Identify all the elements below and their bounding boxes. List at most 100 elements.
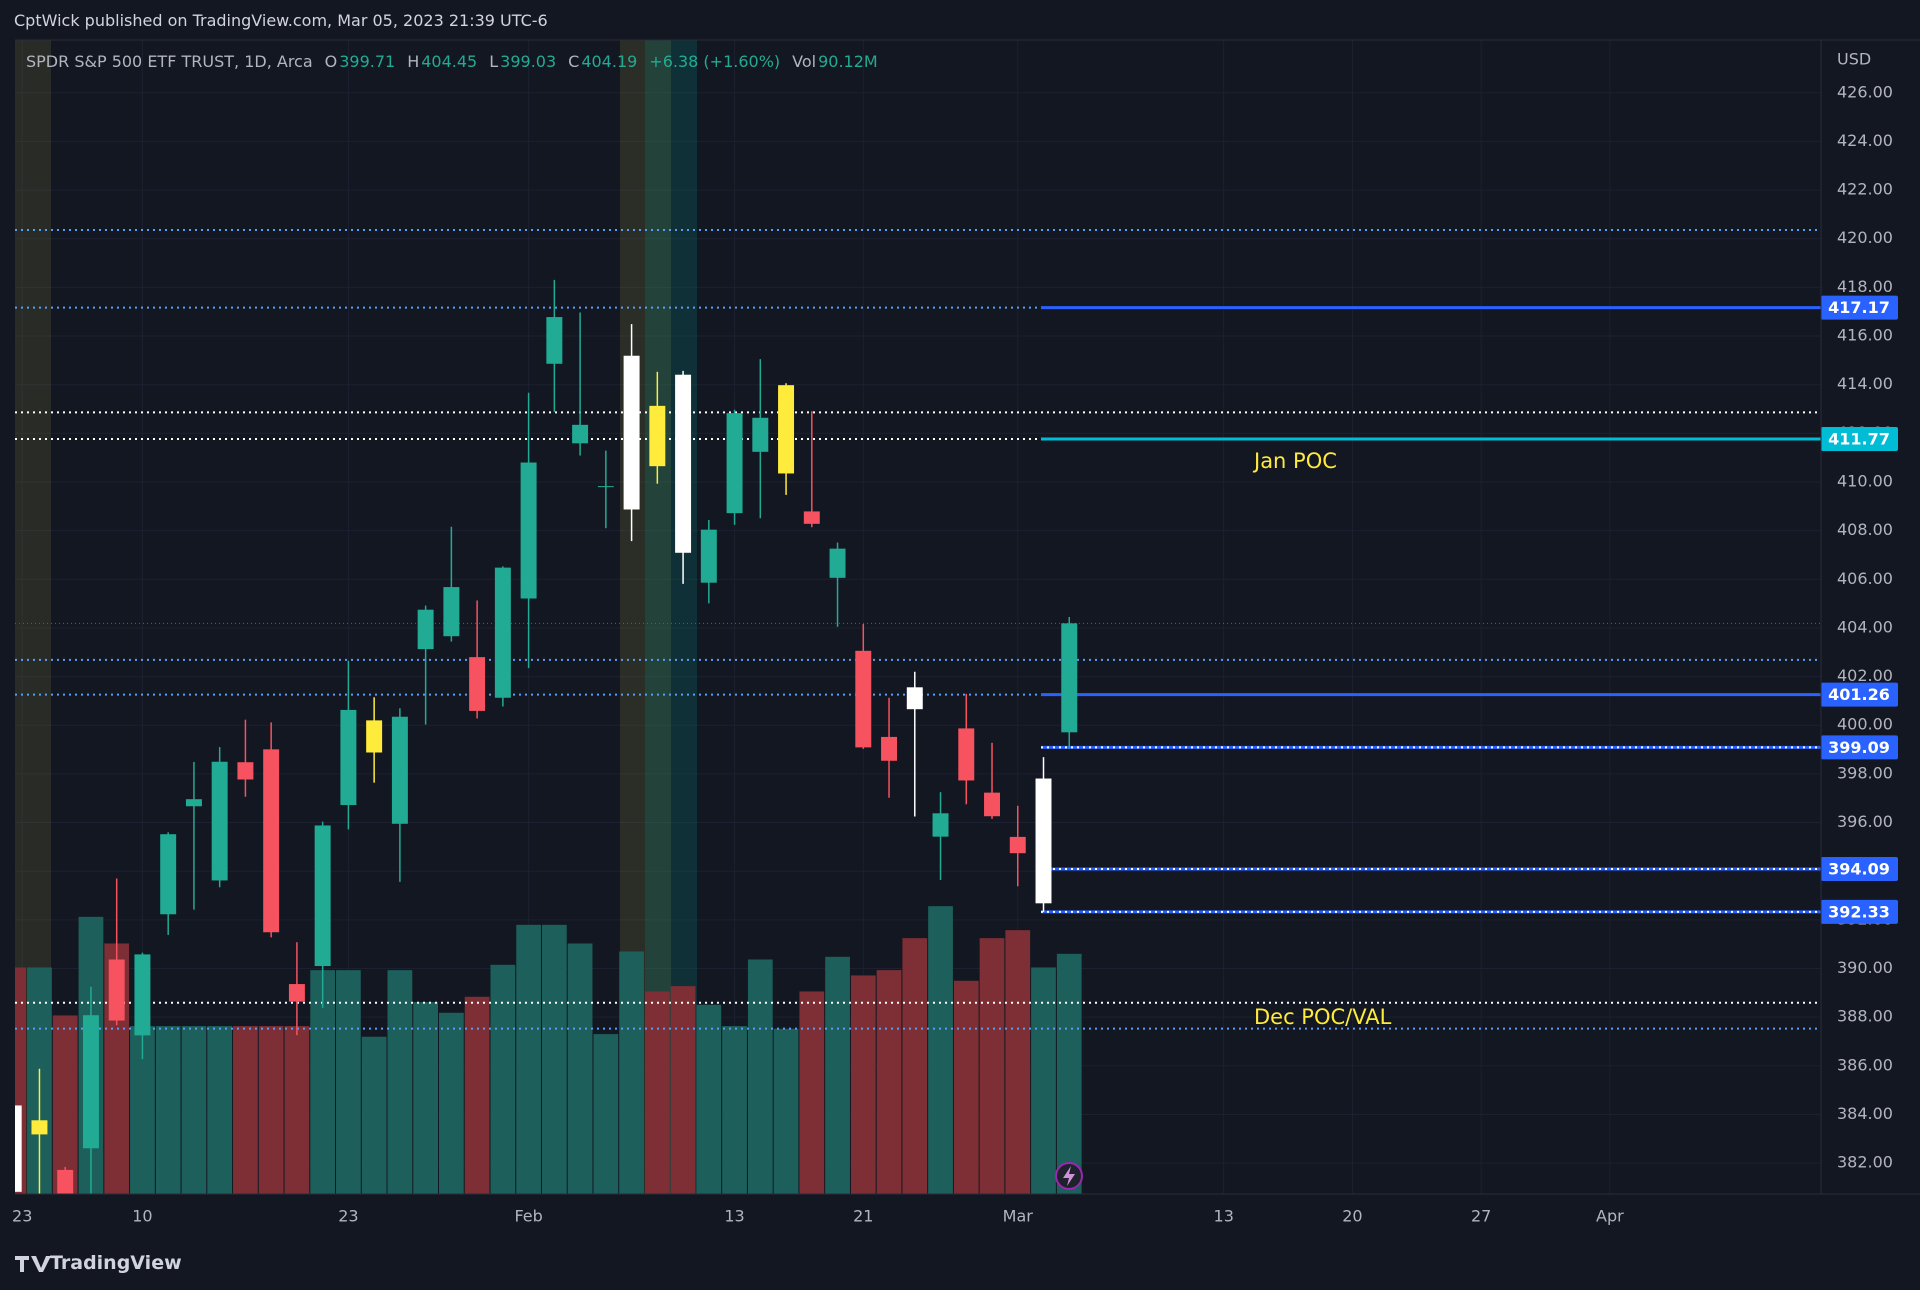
volume-bar <box>902 938 928 1194</box>
level-label-box <box>1821 899 1898 924</box>
volume-bar <box>722 1026 747 1194</box>
legend-value: 404.45 <box>421 52 478 71</box>
volume-layer <box>15 906 1082 1194</box>
legend-key: L <box>489 52 499 71</box>
legend-value: 404.19 <box>581 52 638 71</box>
volume-bar <box>233 1026 258 1194</box>
candle-body <box>726 413 743 514</box>
candle-body <box>469 657 486 711</box>
y-tick-label: 396.00 <box>1837 812 1893 831</box>
y-tick-label: 398.00 <box>1837 763 1893 782</box>
volume-bar <box>439 1012 464 1194</box>
candle-body <box>314 825 331 967</box>
level-label: 417.17 <box>1828 298 1890 317</box>
volume-bar <box>644 991 670 1194</box>
volume-bar <box>1056 953 1082 1194</box>
symbol-legend: SPDR S&P 500 ETF TRUST, 1D, Arca O 399.71 H… <box>26 52 890 71</box>
candle-body <box>906 687 923 710</box>
volume-bar <box>773 1028 799 1194</box>
candle-body <box>185 799 202 807</box>
candle-body <box>649 405 666 467</box>
x-tick-label: 20 <box>1342 1207 1362 1226</box>
candle-body <box>1061 623 1078 733</box>
volume-bar <box>979 938 1005 1194</box>
symbol-title: SPDR S&P 500 ETF TRUST, 1D, Arca <box>26 52 313 71</box>
x-tick-label: Mar <box>1003 1207 1034 1226</box>
y-tick-label: 382.00 <box>1837 1153 1893 1172</box>
y-tick-label: 416.00 <box>1837 326 1893 345</box>
candle-body <box>31 1120 48 1135</box>
candle-body <box>211 761 228 881</box>
candle-body <box>391 716 408 824</box>
candle-body <box>288 984 305 1002</box>
volume-bar <box>284 1026 310 1194</box>
volume-bar <box>207 1026 233 1194</box>
candle-body <box>752 417 769 452</box>
volume-bar <box>876 970 902 1194</box>
alert-icon <box>1055 1162 1083 1190</box>
x-tick-label: Feb <box>514 1207 542 1226</box>
volume-bar <box>490 964 516 1194</box>
legend-change: +6.38 (+1.60%) <box>649 52 781 71</box>
candle-body <box>520 462 537 599</box>
brand-logo-mark <box>15 1256 51 1272</box>
volume-bar <box>593 1034 619 1194</box>
candle-body <box>572 424 589 444</box>
candle-body <box>57 1169 74 1194</box>
y-tick-label: 410.00 <box>1837 471 1893 490</box>
alert-icon-bolt <box>1063 1166 1075 1186</box>
candle-body <box>700 529 717 583</box>
legend-key: C <box>568 52 580 71</box>
candle-body <box>803 511 820 524</box>
candle-body <box>237 762 254 780</box>
volume-bar <box>52 1015 78 1194</box>
level-label: 399.09 <box>1828 738 1890 757</box>
candle-body <box>82 1015 99 1149</box>
volume-bar <box>1005 930 1031 1194</box>
x-tick-label: 13 <box>724 1207 744 1226</box>
candle-body <box>494 567 511 698</box>
candle-body <box>417 609 434 650</box>
y-tick-label: 402.00 <box>1837 666 1893 685</box>
line-layer <box>15 228 1821 1030</box>
candle-body <box>623 355 640 510</box>
candle-layer <box>15 279 1078 1194</box>
x-tick-label: 10 <box>132 1207 152 1226</box>
volume-bar <box>15 967 27 1194</box>
y-tick-label: 422.00 <box>1837 180 1893 199</box>
volume-bar <box>155 1026 181 1194</box>
annotation: Dec POC/VAL <box>1254 1005 1392 1029</box>
volume-bar <box>928 906 953 1194</box>
candle-body <box>108 959 125 1021</box>
candle-body <box>160 834 177 915</box>
volume-bar <box>258 1026 284 1194</box>
volume-bar <box>413 1002 439 1194</box>
y-tick-label: 408.00 <box>1837 520 1893 539</box>
volume-bar <box>619 951 644 1194</box>
y-tick-label: 418.00 <box>1837 277 1893 296</box>
legend-key: Vol <box>792 52 817 71</box>
y-tick-label: 404.00 <box>1837 617 1893 636</box>
y-tick-label: 384.00 <box>1837 1104 1893 1123</box>
level-label-box <box>1821 682 1898 707</box>
candle-body <box>134 954 151 1036</box>
axes: 23 10 23 Feb 13 21 Mar 13 20 27 Apr 382.00 384.00 386… <box>12 82 1898 1226</box>
volume-bar <box>825 956 850 1194</box>
level-label-box <box>1821 735 1898 760</box>
brand-name: TradingView <box>50 1252 182 1274</box>
legend-value: 399.03 <box>500 52 557 71</box>
candle-body <box>984 792 1000 817</box>
candle-body <box>881 736 898 761</box>
volume-bar <box>464 996 490 1194</box>
volume-bar <box>670 986 696 1194</box>
legend-volume: 90.12M <box>818 52 878 71</box>
level-label: 411.77 <box>1828 429 1890 448</box>
level-label: 392.33 <box>1828 902 1890 921</box>
volume-bar <box>567 943 593 1194</box>
legend-key: H <box>407 52 420 71</box>
y-tick-label: 390.00 <box>1837 958 1893 977</box>
volume-bar <box>361 1036 387 1194</box>
candle-body <box>855 650 872 748</box>
x-tick-label: 23 <box>12 1207 32 1226</box>
